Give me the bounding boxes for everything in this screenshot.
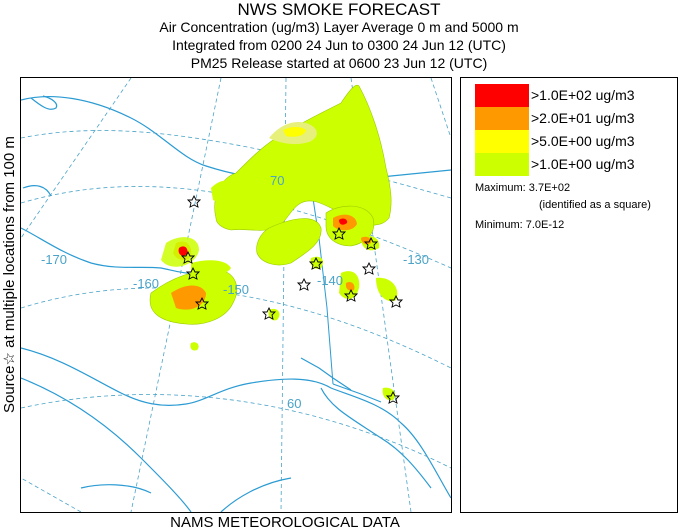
legend-swatch xyxy=(475,107,529,130)
maximum-note: (identified as a square) xyxy=(539,199,651,211)
legend-label: >5.0E+00 ug/m3 xyxy=(531,133,635,149)
legend-swatch xyxy=(475,130,529,153)
legend-row-level-1: >1.0E+00 ug/m3 xyxy=(475,153,675,176)
border-line xyxy=(308,171,382,403)
source-side-label: Source☆ at multiple locations from 100 m xyxy=(1,136,18,413)
legend-swatch xyxy=(475,84,529,107)
met-data-label: NAMS METEOROLOGICAL DATA xyxy=(170,514,400,531)
legend-swatch xyxy=(475,153,529,176)
lon-140-label: -140 xyxy=(317,273,343,288)
smoke-plume xyxy=(149,84,398,401)
concentration-subtitle: Air Concentration (ug/m3) Layer Average … xyxy=(159,19,519,35)
legend-row-level-100: >1.0E+02 ug/m3 xyxy=(475,84,675,107)
lon-150-label: -150 xyxy=(223,282,249,297)
lon-130-label: -130 xyxy=(403,252,429,267)
lat-70-label: 70 xyxy=(270,173,284,188)
lon-170-label: -170 xyxy=(41,252,67,267)
legend-row-level-20: >2.0E+01 ug/m3 xyxy=(475,107,675,130)
legend-label: >2.0E+01 ug/m3 xyxy=(531,110,635,126)
legend-label: >1.0E+02 ug/m3 xyxy=(531,87,635,103)
forecast-title: NWS SMOKE FORECAST xyxy=(237,0,441,19)
coastline xyxy=(21,95,451,512)
lon-160-label: -160 xyxy=(133,276,159,291)
legend-row-level-5: >5.0E+00 ug/m3 xyxy=(475,130,675,153)
lat-60-label: 60 xyxy=(287,396,301,411)
map-canvas: -170 -160 -150 -140 -130 70 60 xyxy=(21,78,451,512)
maximum-value: Maximum: 3.7E+02 xyxy=(475,182,571,194)
legend-label: >1.0E+00 ug/m3 xyxy=(531,156,635,172)
source-markers xyxy=(180,194,404,404)
release-start: PM25 Release started at 0600 23 Jun 12 (… xyxy=(190,55,488,71)
minimum-value: Minimum: 7.0E-12 xyxy=(475,219,565,231)
integration-period: Integrated from 0200 24 Jun to 0300 24 J… xyxy=(172,37,506,53)
smoke-map: -170 -160 -150 -140 -130 70 60 xyxy=(20,77,452,513)
concentration-legend: >1.0E+02 ug/m3 >2.0E+01 ug/m3 >5.0E+00 u… xyxy=(460,77,678,513)
